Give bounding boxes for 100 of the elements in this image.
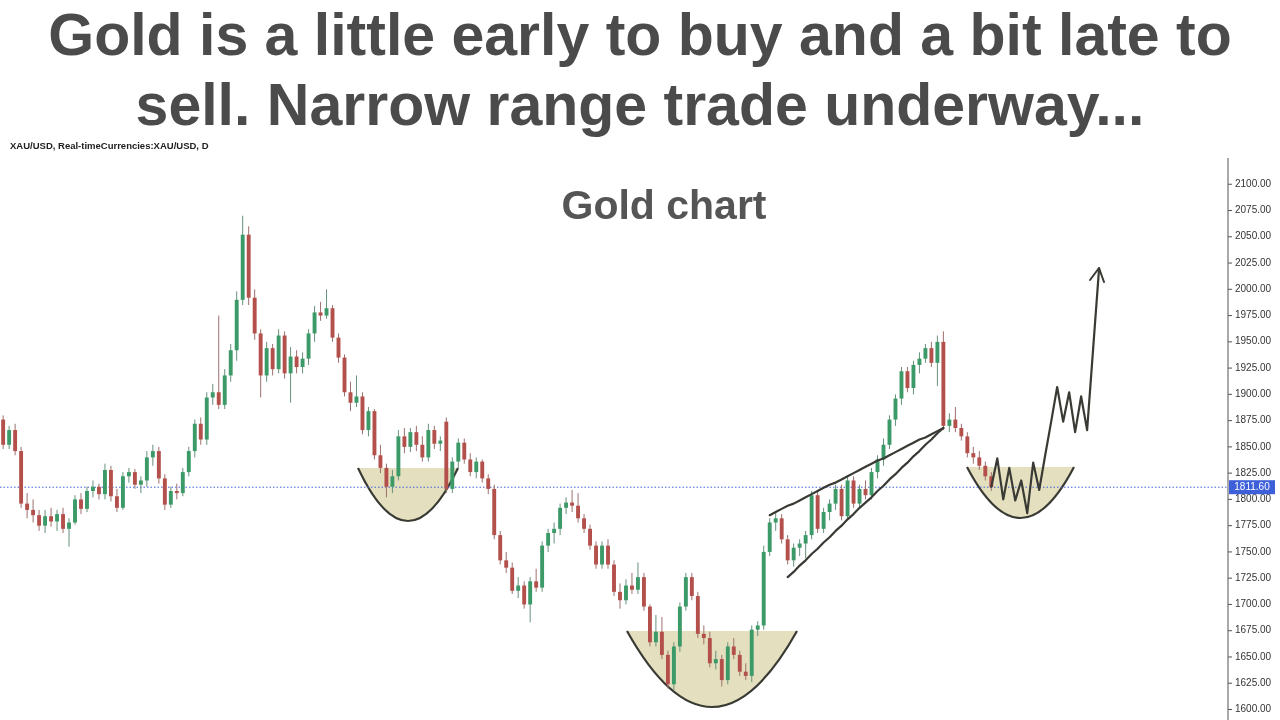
y-tick-label: 1650.00 bbox=[1235, 650, 1272, 662]
y-tick-label: 1850.00 bbox=[1235, 440, 1272, 452]
candlestick bbox=[85, 486, 89, 513]
candlestick bbox=[97, 483, 101, 500]
candlestick bbox=[594, 540, 598, 570]
candlestick bbox=[947, 412, 952, 433]
y-tick-label: 1800.00 bbox=[1235, 493, 1272, 505]
y-tick-label: 1975.00 bbox=[1235, 309, 1272, 321]
candlestick bbox=[522, 580, 527, 610]
candlestick bbox=[564, 496, 569, 515]
candlestick bbox=[180, 467, 185, 497]
candlestick bbox=[917, 351, 922, 374]
candlestick bbox=[929, 341, 934, 368]
candlestick bbox=[737, 650, 742, 677]
y-tick-label: 2050.00 bbox=[1235, 230, 1272, 242]
candlestick bbox=[546, 528, 551, 553]
candlestick bbox=[731, 637, 736, 660]
y-tick-label: 1875.00 bbox=[1235, 414, 1272, 426]
candlestick bbox=[911, 360, 916, 395]
candlestick bbox=[606, 538, 610, 570]
text: Gold chart bbox=[561, 182, 767, 228]
candlestick bbox=[186, 446, 191, 477]
candlestick bbox=[504, 551, 509, 574]
candlestick bbox=[462, 437, 467, 465]
candlestick bbox=[150, 444, 155, 467]
candlestick bbox=[659, 616, 664, 660]
candlestick bbox=[474, 456, 479, 479]
candlestick bbox=[636, 561, 640, 595]
y-tick-label: 2000.00 bbox=[1235, 282, 1272, 294]
candlestick bbox=[402, 427, 407, 454]
candlestick bbox=[534, 568, 539, 593]
candlestick bbox=[833, 484, 838, 511]
candlestick bbox=[977, 450, 982, 471]
candlestick bbox=[270, 343, 275, 376]
y-tick-label: 1900.00 bbox=[1235, 388, 1272, 399]
candlestick bbox=[216, 315, 221, 410]
candlestick bbox=[773, 511, 778, 532]
candlestick bbox=[138, 475, 143, 494]
candlestick bbox=[300, 351, 305, 374]
candlestick bbox=[318, 301, 323, 322]
candlestick bbox=[414, 425, 419, 452]
candlestick bbox=[31, 498, 36, 524]
y-tick-label: 1675.00 bbox=[1235, 624, 1272, 636]
candlestick bbox=[114, 488, 119, 513]
candlestick bbox=[785, 534, 790, 566]
y-tick-label: 2100.00 bbox=[1235, 177, 1272, 189]
candlestick bbox=[468, 452, 473, 477]
candlestick bbox=[144, 450, 149, 488]
candlestick bbox=[132, 468, 137, 490]
candlestick bbox=[61, 507, 65, 534]
y-tick-label: 1925.00 bbox=[1235, 361, 1272, 373]
candlestick bbox=[821, 507, 826, 534]
candlestick bbox=[653, 614, 658, 647]
y-tick-label: 1600.00 bbox=[1235, 703, 1272, 715]
candlestick bbox=[624, 578, 628, 605]
candlestick bbox=[7, 425, 12, 450]
candlestick bbox=[791, 543, 796, 568]
y-tick-label: 1700.00 bbox=[1235, 598, 1272, 610]
candlestick bbox=[79, 492, 83, 515]
candlestick bbox=[288, 346, 293, 404]
candlestick bbox=[576, 492, 581, 524]
candlestick bbox=[588, 524, 592, 551]
candlestick bbox=[779, 513, 784, 545]
candlestick bbox=[198, 416, 203, 446]
candlestick bbox=[935, 335, 940, 387]
y-tick-label: 1825.00 bbox=[1235, 466, 1272, 478]
candlestick bbox=[73, 494, 77, 526]
candlestick bbox=[408, 427, 413, 453]
candlestick bbox=[552, 522, 557, 545]
chart-title: Gold is a little early to buy and a bit late to sell. Narrow range trade underway... bbox=[48, 2, 1232, 138]
candlestick bbox=[312, 305, 317, 343]
candlestick bbox=[168, 486, 173, 509]
y-tick-label: 1625.00 bbox=[1235, 676, 1272, 688]
candlestick bbox=[480, 458, 485, 484]
candlestick bbox=[582, 513, 586, 534]
candlestick bbox=[390, 469, 395, 494]
candlestick bbox=[701, 624, 706, 645]
candlestick bbox=[91, 479, 95, 498]
candlestick bbox=[510, 561, 515, 595]
candlestick bbox=[827, 498, 832, 521]
candlestick bbox=[55, 509, 59, 532]
candlestick bbox=[516, 576, 521, 599]
candlestick bbox=[923, 343, 928, 364]
y-tick-label: 2075.00 bbox=[1235, 204, 1272, 216]
candlestick bbox=[43, 509, 48, 534]
candlestick bbox=[630, 572, 634, 595]
candlestick bbox=[570, 489, 575, 513]
candlestick bbox=[713, 650, 718, 671]
y-tick-label: 1750.00 bbox=[1235, 545, 1272, 557]
candlestick bbox=[558, 503, 563, 536]
y-tick-label: 1725.00 bbox=[1235, 571, 1272, 583]
candlestick bbox=[486, 473, 491, 495]
candlestick bbox=[294, 349, 299, 374]
candlestick bbox=[13, 423, 18, 456]
y-tick-label: 1950.00 bbox=[1235, 335, 1272, 347]
candlestick bbox=[965, 431, 970, 458]
candlestick bbox=[983, 461, 988, 481]
y-tick-label: 2025.00 bbox=[1235, 256, 1272, 268]
candlestick bbox=[600, 540, 604, 570]
candlestick bbox=[25, 492, 30, 519]
